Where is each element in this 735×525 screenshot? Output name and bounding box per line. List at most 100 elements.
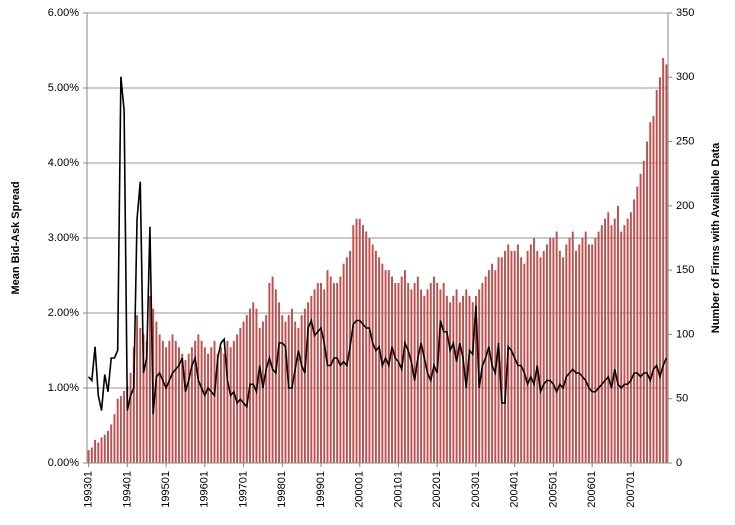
bar — [345, 257, 348, 463]
bar — [261, 321, 264, 463]
bar — [219, 347, 222, 463]
bar — [549, 238, 552, 463]
x-tick-label: 199901 — [315, 471, 327, 508]
x-tick-label: 199501 — [160, 471, 172, 508]
bar — [458, 302, 461, 463]
bar — [529, 244, 532, 463]
bar — [462, 295, 465, 463]
bar — [600, 225, 603, 463]
bar — [181, 353, 184, 463]
bar — [620, 231, 623, 463]
bar — [103, 434, 106, 463]
bar — [520, 257, 523, 463]
bar — [452, 295, 455, 463]
bar — [129, 373, 132, 463]
bar — [287, 315, 290, 463]
y2-axis-title: Number of Firms with Available Data — [710, 142, 722, 333]
bar — [239, 328, 242, 463]
bar — [403, 270, 406, 463]
x-tick-label: 199601 — [199, 471, 211, 508]
bar — [307, 302, 310, 463]
bar — [110, 424, 113, 463]
bar — [542, 250, 545, 463]
bar — [132, 347, 135, 463]
bar — [213, 340, 216, 463]
bar — [284, 321, 287, 463]
bar — [174, 340, 177, 463]
bar — [165, 347, 168, 463]
bar — [236, 334, 239, 463]
bar — [642, 160, 645, 463]
bar — [313, 289, 316, 463]
bar — [352, 225, 355, 463]
bar — [626, 218, 629, 463]
bar — [558, 250, 561, 463]
bar — [368, 238, 371, 463]
y2-tick-label: 150 — [676, 264, 694, 276]
bar — [468, 295, 471, 463]
x-tick-label: 200601 — [586, 471, 598, 508]
y-tick-label: 6.00% — [48, 7, 79, 19]
bar — [536, 250, 539, 463]
bar — [142, 334, 145, 463]
bar — [184, 360, 187, 463]
x-tick-label: 200701 — [625, 471, 637, 508]
bar — [107, 430, 109, 463]
y-tick-label: 0.00% — [48, 457, 79, 469]
y2-tick-label: 350 — [676, 7, 694, 19]
y2-tick-label: 100 — [676, 328, 694, 340]
bar — [384, 270, 387, 463]
bar — [216, 353, 219, 463]
bar — [474, 295, 477, 463]
x-tick-label: 200201 — [431, 471, 443, 508]
bar — [504, 250, 506, 463]
y2-tick-label: 50 — [676, 393, 688, 405]
bar — [258, 328, 261, 463]
bar — [161, 340, 164, 463]
bar — [145, 340, 148, 463]
bar — [210, 347, 213, 463]
bar — [391, 276, 393, 463]
y2-tick-label: 0 — [676, 457, 682, 469]
x-tick-label: 199301 — [83, 471, 95, 508]
x-tick-label: 199701 — [237, 471, 249, 508]
bar — [629, 212, 632, 463]
bar — [610, 225, 613, 463]
bar — [374, 250, 377, 463]
bar — [581, 238, 584, 463]
bar — [523, 263, 526, 463]
bar — [326, 270, 329, 463]
bar — [100, 437, 103, 463]
y-tick-label: 1.00% — [48, 382, 79, 394]
bar — [320, 283, 322, 463]
bar — [332, 283, 335, 463]
bar — [168, 340, 171, 463]
bar — [113, 414, 116, 463]
bar — [623, 225, 626, 463]
bar — [197, 334, 200, 463]
bar — [617, 205, 619, 463]
bar — [526, 250, 529, 463]
bar — [429, 283, 432, 463]
bar — [649, 122, 652, 464]
bar — [226, 340, 229, 463]
bar — [303, 308, 306, 463]
y-tick-label: 4.00% — [48, 157, 79, 169]
y2-tick-label: 300 — [676, 71, 694, 83]
bar — [349, 250, 352, 463]
bar — [539, 257, 542, 463]
x-tick-label: 200101 — [392, 471, 404, 508]
y2-tick-label: 250 — [676, 135, 694, 147]
bar — [500, 257, 503, 463]
x-tick-label: 200001 — [354, 471, 366, 508]
bar — [119, 396, 122, 463]
y-tick-label: 2.00% — [48, 307, 79, 319]
bar — [571, 231, 574, 463]
bar — [371, 244, 374, 463]
bar — [190, 347, 193, 463]
bar — [97, 442, 100, 463]
bar — [516, 244, 519, 463]
bar — [471, 302, 474, 463]
bar — [607, 212, 610, 463]
bar — [413, 283, 416, 463]
